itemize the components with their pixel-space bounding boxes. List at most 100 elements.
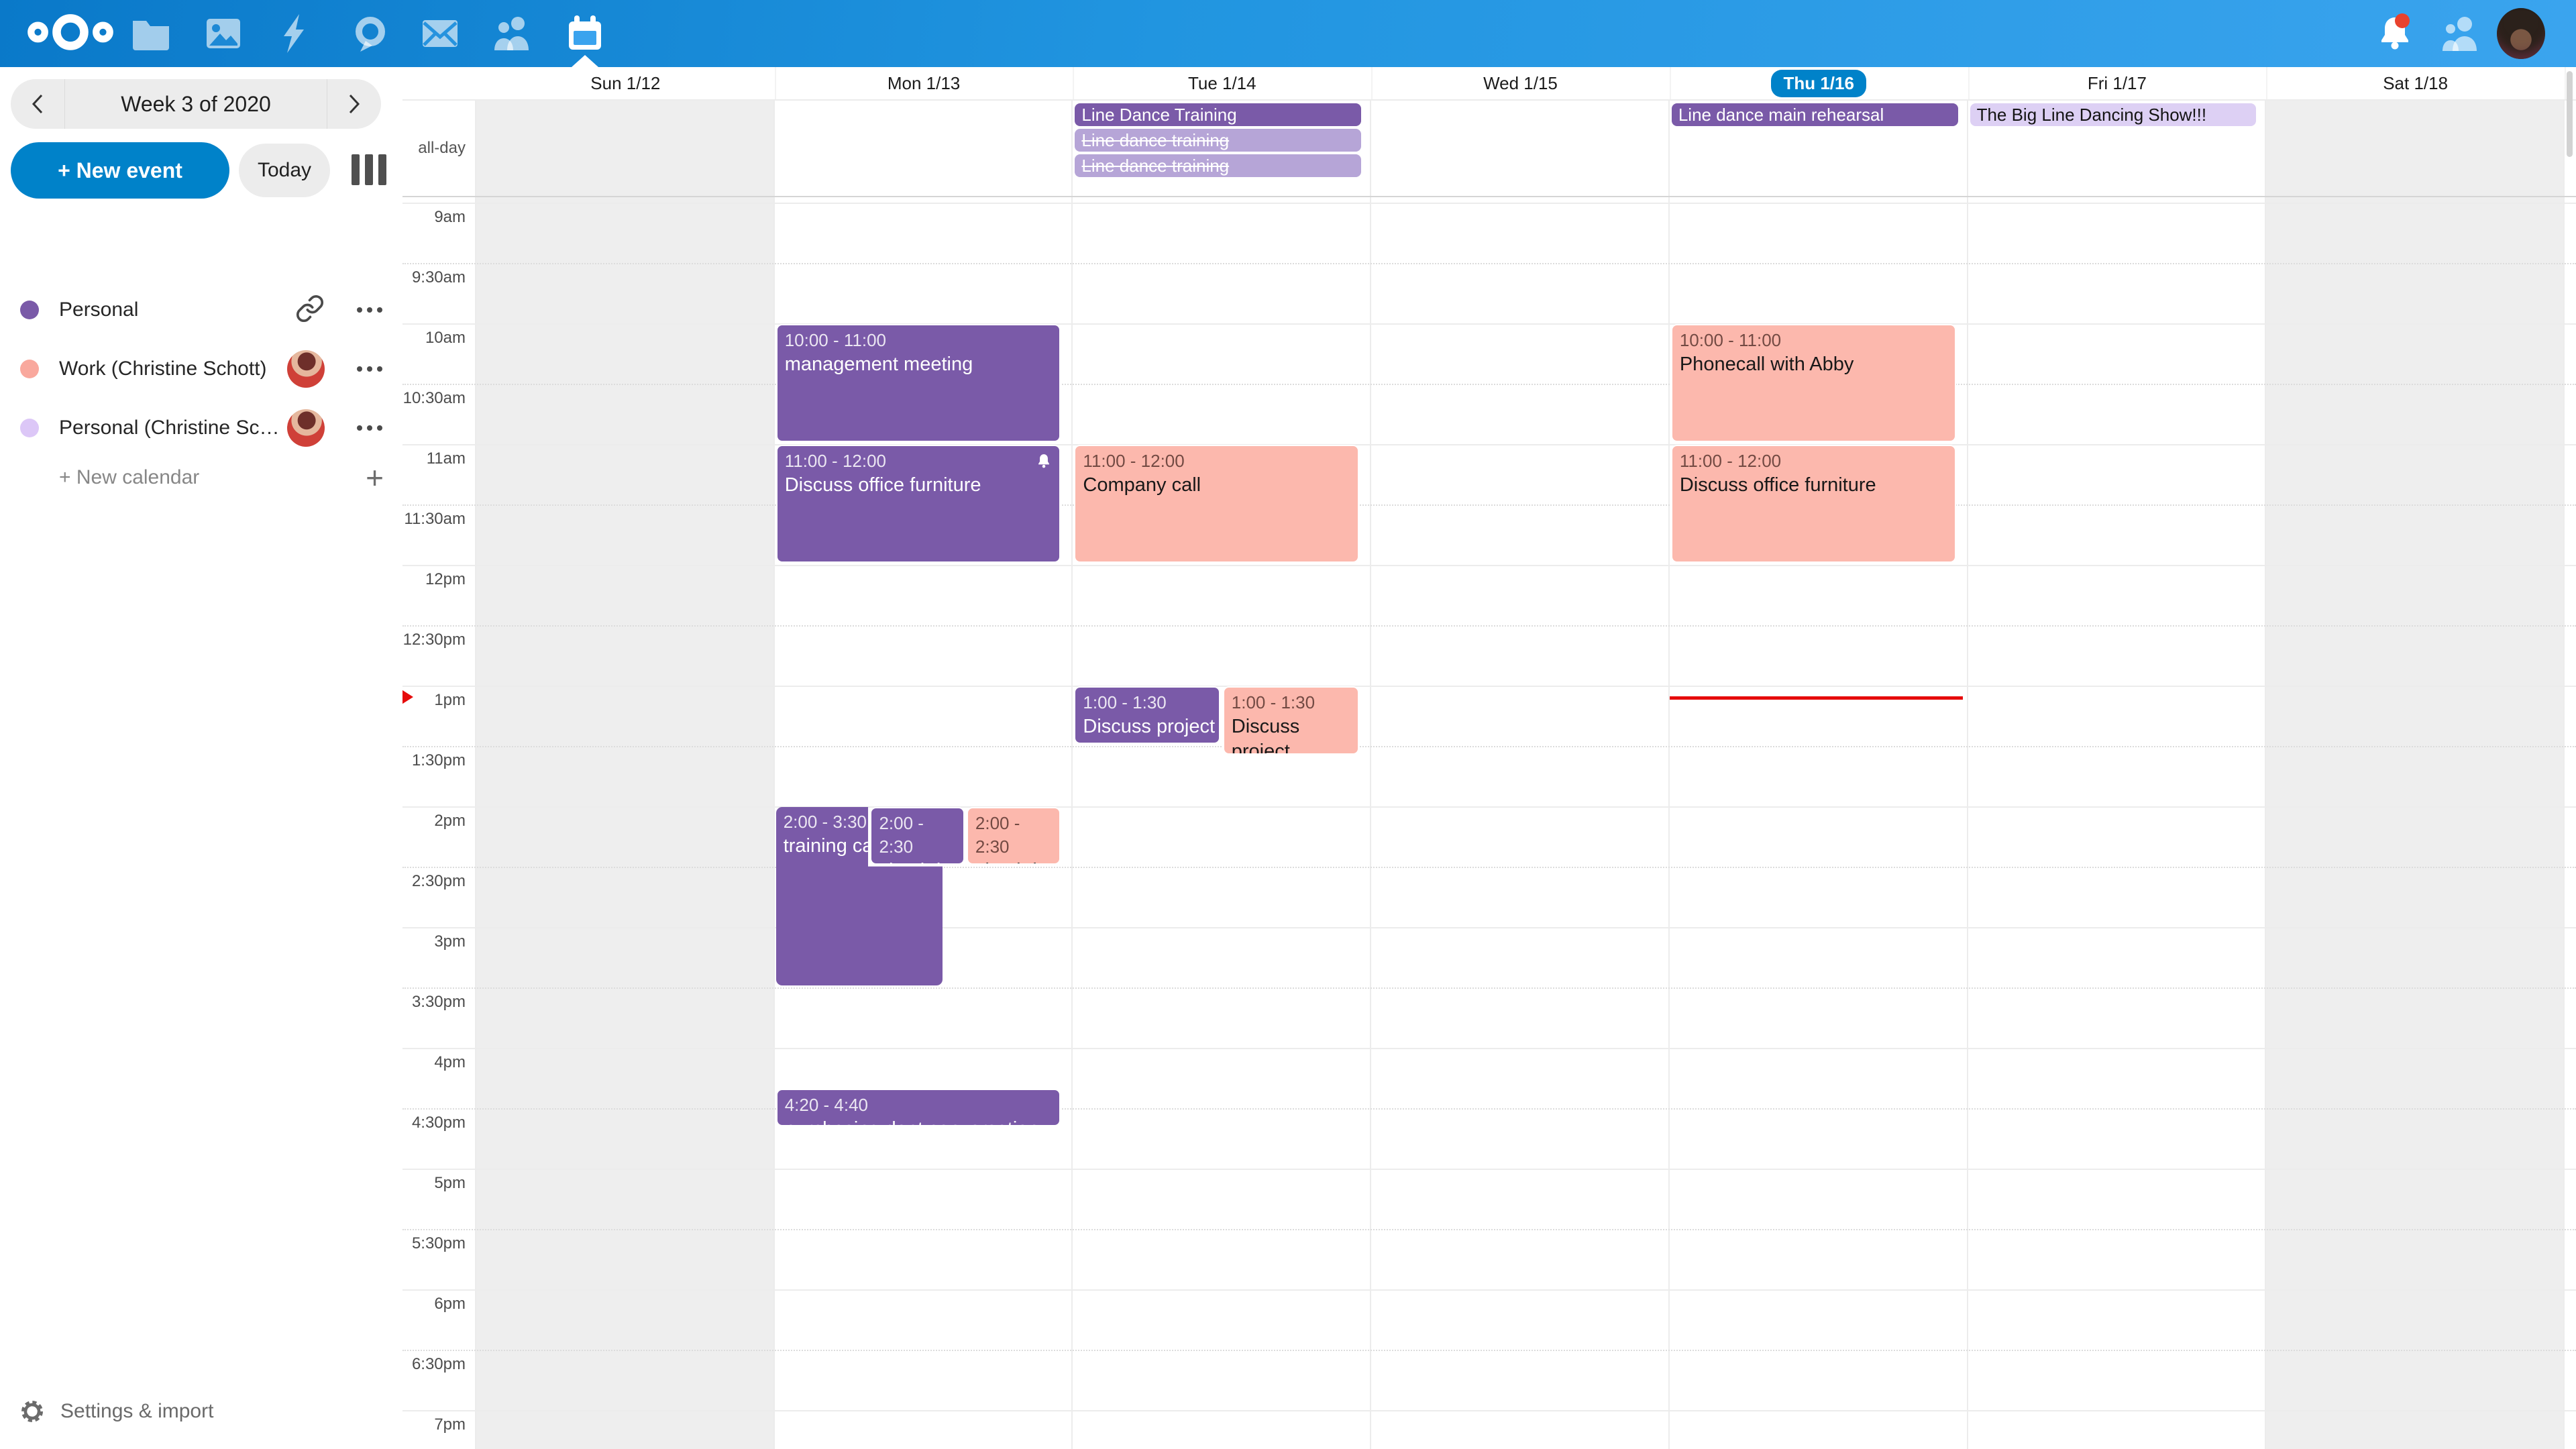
event-check-in[interactable]: 2:00 - 2:30 check-in xyxy=(870,807,965,865)
event-discuss-project-announcement[interactable]: 1:00 - 1:30 Discuss project announcement xyxy=(1074,686,1220,744)
grid-line xyxy=(402,1350,2576,1351)
grid-line xyxy=(402,565,2576,566)
photos-app-icon[interactable] xyxy=(199,9,248,58)
event-phonecall-with-abby[interactable]: 10:00 - 11:00 Phonecall with Abby xyxy=(1670,324,1956,442)
calendar-menu-icon[interactable] xyxy=(353,421,386,435)
day-column-sat[interactable] xyxy=(2266,197,2565,1449)
time-label: 6pm xyxy=(434,1295,466,1313)
grid-line xyxy=(402,806,2576,808)
grid-line xyxy=(402,746,2576,747)
day-column-wed[interactable] xyxy=(1371,197,1670,1449)
new-calendar-button[interactable]: + New calendar + xyxy=(0,451,402,504)
event-title: check-in xyxy=(975,859,1052,863)
notifications-bell-icon[interactable] xyxy=(2371,9,2419,58)
new-calendar-label: + New calendar xyxy=(59,466,200,488)
week-navigation: Week 3 of 2020 xyxy=(11,79,381,129)
grid-line xyxy=(402,1048,2576,1049)
day-header-tue[interactable]: Tue 1/14 xyxy=(1073,67,1373,99)
calendar-app-icon[interactable] xyxy=(561,9,609,58)
calendar-menu-icon[interactable] xyxy=(353,303,386,317)
new-event-button[interactable]: + New event xyxy=(11,142,229,199)
grid-line xyxy=(402,504,2576,506)
grid-line xyxy=(402,1229,2576,1230)
all-day-cell[interactable] xyxy=(2266,101,2565,196)
time-label: 2:30pm xyxy=(411,872,466,890)
all-day-cell[interactable] xyxy=(775,101,1073,196)
day-header-wed[interactable]: Wed 1/15 xyxy=(1371,67,1671,99)
contacts-app-icon[interactable] xyxy=(488,9,537,58)
day-column-mon[interactable]: 10:00 - 11:00 management meeting 11:00 - 1… xyxy=(775,197,1073,1449)
time-label: 1:30pm xyxy=(411,751,466,769)
calendar-sidebar: Week 3 of 2020 + New event Today Persona… xyxy=(0,67,402,1449)
event-purchasing-dept-conversation[interactable]: 4:20 - 4:40 purchasing dept conversation xyxy=(775,1089,1061,1126)
time-grid[interactable]: 10:00 - 11:00 management meeting 11:00 - 1… xyxy=(402,197,2576,1449)
settings-import-button[interactable]: Settings & import xyxy=(0,1390,402,1433)
current-time-line xyxy=(1669,696,1963,700)
calendar-color-dot xyxy=(20,301,39,319)
settings-label: Settings & import xyxy=(60,1400,214,1422)
event-time: 10:00 - 11:00 xyxy=(784,330,887,350)
talk-app-icon[interactable] xyxy=(345,9,394,58)
event-time: 1:00 - 1:30 xyxy=(1231,692,1316,712)
share-link-icon[interactable] xyxy=(295,294,325,327)
previous-week-button[interactable] xyxy=(11,79,64,129)
notification-badge xyxy=(2395,13,2410,28)
day-column-thu[interactable]: 10:00 - 11:00 Phonecall with Abby 11:00 - … xyxy=(1669,197,1968,1449)
all-day-cell[interactable] xyxy=(476,101,775,196)
event-title: Discuss office furniture xyxy=(1679,474,1876,496)
event-title: Phonecall with Abby xyxy=(1679,354,1854,375)
calendar-list-item-personal-shared[interactable]: Personal (Christine Schott) xyxy=(0,398,402,458)
event-title: training call xyxy=(783,835,882,857)
event-management-meeting[interactable]: 10:00 - 11:00 management meeting xyxy=(775,324,1061,442)
event-company-call[interactable]: 11:00 - 12:00 Company call xyxy=(1074,445,1360,563)
all-day-event[interactable]: Line dance training xyxy=(1075,129,1362,152)
all-day-cell[interactable]: Line dance main rehearsal xyxy=(1670,101,1968,196)
calendar-color-dot xyxy=(20,360,39,378)
time-label: 11:30am xyxy=(404,510,466,528)
vertical-scrollbar[interactable] xyxy=(2567,71,2573,157)
event-discuss-office-furniture[interactable]: 11:00 - 12:00 Discuss office furniture xyxy=(775,445,1061,563)
time-label: 1pm xyxy=(434,691,466,709)
event-discuss-project-announcement[interactable]: 1:00 - 1:30 Discuss project announcement xyxy=(1222,686,1360,755)
event-discuss-office-furniture[interactable]: 11:00 - 12:00 Discuss office furniture xyxy=(1670,445,1956,563)
files-app-icon[interactable] xyxy=(127,9,175,58)
event-time: 11:00 - 12:00 xyxy=(1679,451,1782,471)
all-day-event[interactable]: Line dance main rehearsal xyxy=(1671,103,1958,126)
day-header-sun[interactable]: Sun 1/12 xyxy=(476,67,776,99)
all-day-event[interactable]: Line Dance Training xyxy=(1075,103,1362,126)
activity-app-icon[interactable] xyxy=(272,9,320,58)
day-header-sat[interactable]: Sat 1/18 xyxy=(2266,67,2566,99)
event-title: Discuss office furniture xyxy=(784,474,981,496)
day-header-thu[interactable]: Thu 1/16 xyxy=(1670,67,1970,99)
mail-app-icon[interactable] xyxy=(416,9,464,58)
day-column-sun[interactable] xyxy=(476,197,775,1449)
all-day-event[interactable]: Line dance training xyxy=(1075,154,1362,177)
calendar-list-item-personal[interactable]: Personal xyxy=(0,280,402,339)
all-day-cell[interactable]: Line Dance Training Line dance training Li… xyxy=(1073,101,1372,196)
event-time: 11:00 - 12:00 xyxy=(1083,451,1185,471)
today-button[interactable]: Today xyxy=(239,144,330,197)
time-gutter xyxy=(402,197,476,1449)
day-column-tue[interactable]: 11:00 - 12:00 Company call 1:00 - 1:30 Disc… xyxy=(1073,197,1372,1449)
time-label: 10:30am xyxy=(402,389,466,407)
contacts-menu-icon[interactable] xyxy=(2436,9,2485,58)
day-header-fri[interactable]: Fri 1/17 xyxy=(1968,67,2268,99)
user-avatar[interactable] xyxy=(2497,8,2545,59)
event-check-in[interactable]: 2:00 - 2:30 check-in xyxy=(966,807,1061,865)
all-day-event[interactable]: The Big Line Dancing Show!!! xyxy=(1970,103,2257,126)
week-label[interactable]: Week 3 of 2020 xyxy=(121,91,271,116)
calendar-menu-icon[interactable] xyxy=(353,362,386,376)
view-switcher-icon[interactable] xyxy=(352,154,386,185)
calendar-list-item-work[interactable]: Work (Christine Schott) xyxy=(0,339,402,398)
next-week-button[interactable] xyxy=(327,79,381,129)
grid-line xyxy=(402,927,2576,928)
shared-by-avatar xyxy=(287,409,325,447)
all-day-cell[interactable]: The Big Line Dancing Show!!! xyxy=(1968,101,2267,196)
nextcloud-logo-icon[interactable] xyxy=(27,11,114,56)
day-header-mon[interactable]: Mon 1/13 xyxy=(775,67,1075,99)
day-column-fri[interactable] xyxy=(1968,197,2267,1449)
reminder-bell-icon xyxy=(1038,454,1050,468)
grid-line xyxy=(402,987,2576,989)
all-day-cell[interactable] xyxy=(1371,101,1670,196)
